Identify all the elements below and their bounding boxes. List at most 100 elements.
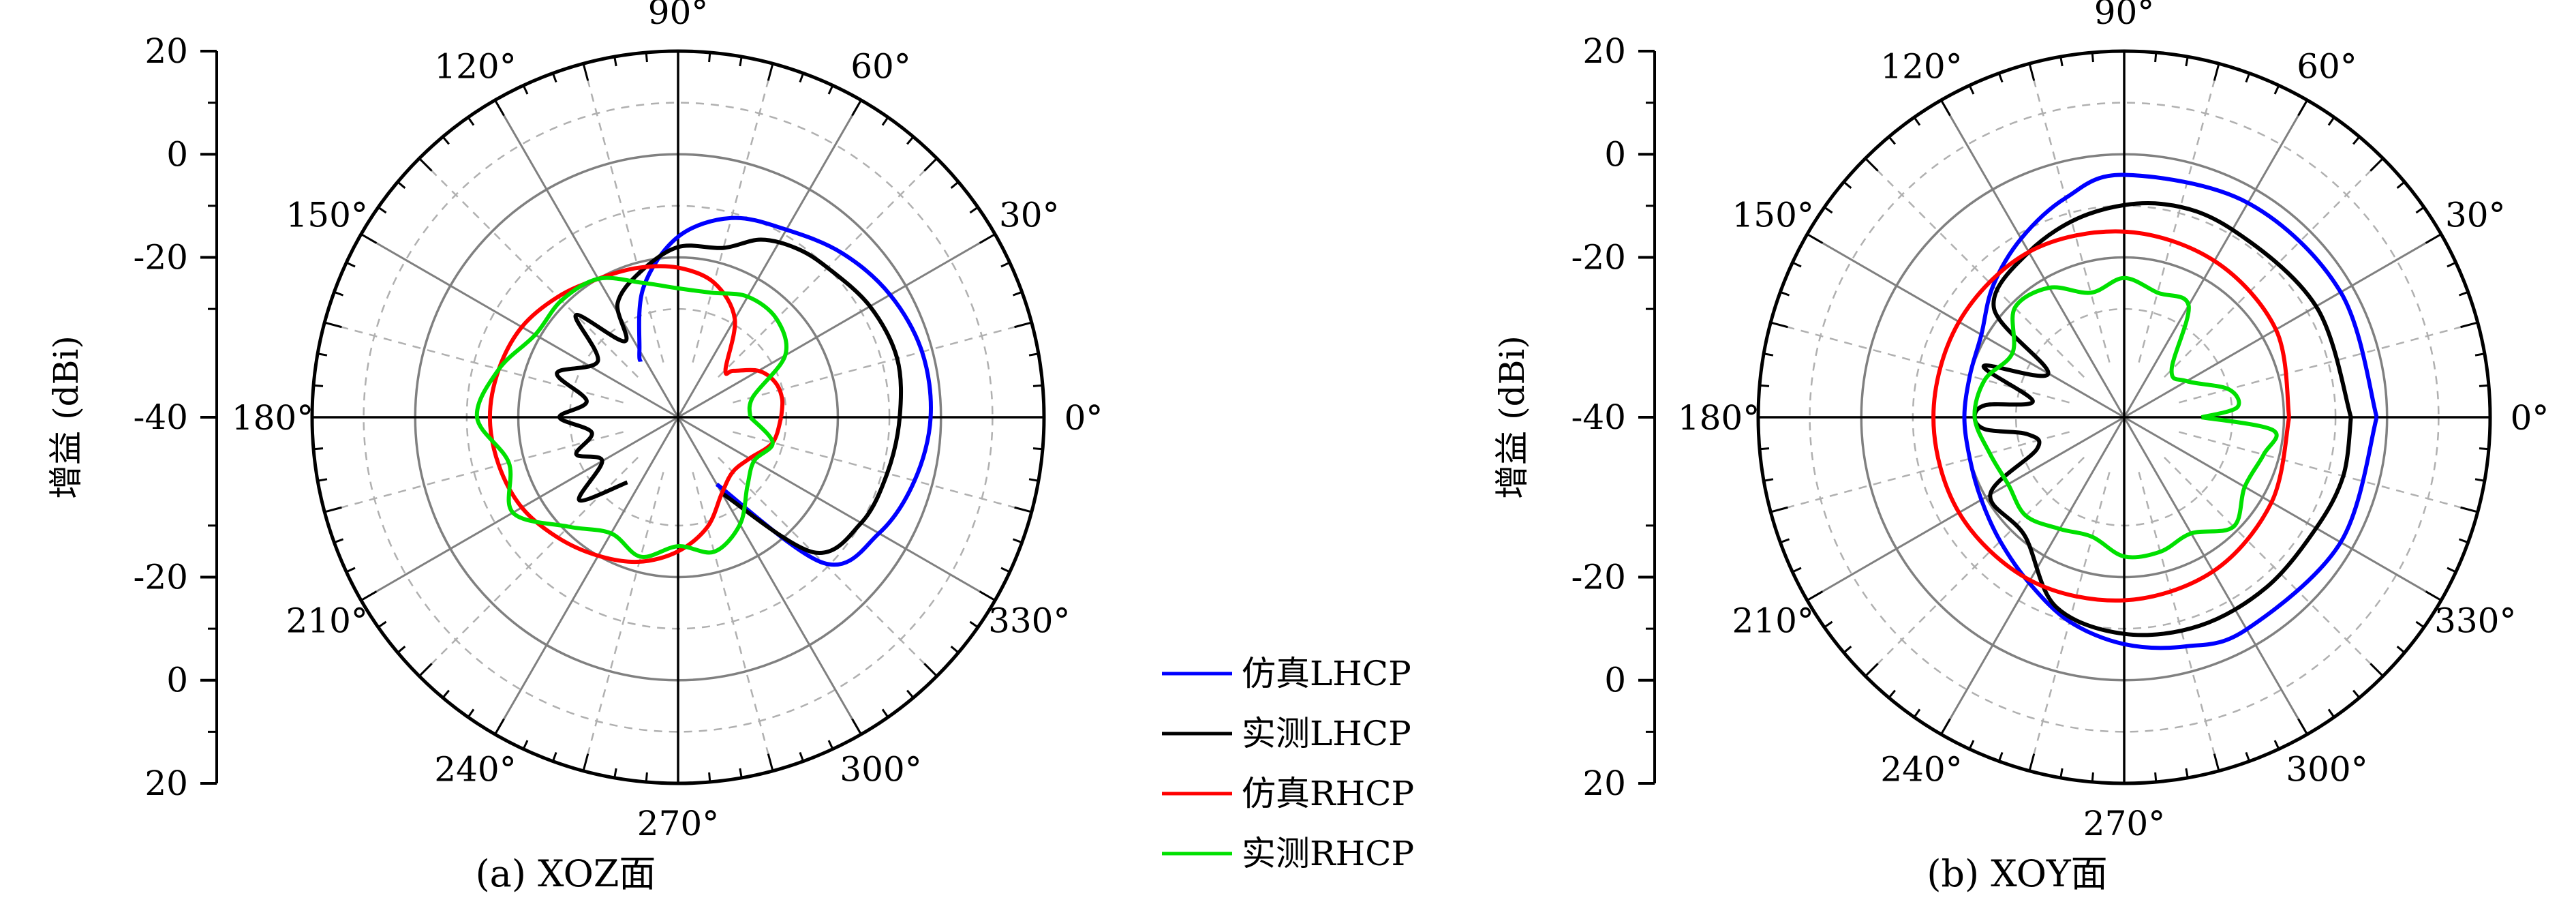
angle-tick xyxy=(950,646,960,654)
radial-tick-label: 0 xyxy=(166,661,188,700)
angle-tick xyxy=(708,772,711,783)
angle-tick xyxy=(2245,72,2251,83)
radial-tick-label: 20 xyxy=(1582,31,1626,71)
angle-tick xyxy=(333,538,344,544)
angle-tick xyxy=(1000,261,1011,268)
minor-spoke xyxy=(717,456,938,677)
legend-label-meas-lhcp: 实测LHCP xyxy=(1242,714,1411,753)
meas-lhcp-curve xyxy=(1972,201,2353,637)
angle-tick xyxy=(969,206,979,214)
minor-spoke xyxy=(2163,157,2384,378)
angle-tick xyxy=(2091,52,2094,63)
major-spoke xyxy=(2123,416,2442,601)
major-spoke xyxy=(494,100,679,418)
angle-tick xyxy=(2059,56,2064,67)
angle-tick xyxy=(361,233,378,244)
angle-tick xyxy=(2370,663,2384,677)
major-spoke xyxy=(677,416,996,601)
meas-lhcp-curve xyxy=(555,237,904,555)
angle-tick xyxy=(467,117,475,126)
meas-rhcp-curve xyxy=(474,275,788,559)
angle-tick xyxy=(613,56,617,67)
angle-tick xyxy=(2447,567,2457,573)
angle-tick xyxy=(1028,478,1039,482)
legend-label-meas-rhcp: 实测RHCP xyxy=(1242,834,1414,873)
angle-tick xyxy=(1807,590,1824,601)
radial-tick-label: 0 xyxy=(166,134,188,174)
angle-tick xyxy=(851,100,862,117)
minor-spoke xyxy=(692,63,774,363)
angle-tick xyxy=(2185,56,2189,67)
angle-tick xyxy=(1012,290,1023,297)
minor-spoke xyxy=(418,157,639,378)
angle-tick xyxy=(645,772,648,783)
angle-tick xyxy=(1014,321,1032,329)
angle-tick xyxy=(1968,85,1975,95)
angle-tick xyxy=(1759,384,1770,387)
angle-tick xyxy=(397,181,406,189)
angle-tick xyxy=(397,646,406,654)
angle-tick xyxy=(1807,233,1824,244)
angle-tick xyxy=(1012,538,1023,544)
minor-spoke xyxy=(1770,431,2070,513)
radial-tick-label: 0 xyxy=(1604,661,1626,700)
angle-tick xyxy=(2415,206,2425,214)
radial-tick-label: -20 xyxy=(1571,557,1626,597)
angle-tick xyxy=(1913,708,1921,718)
minor-spoke xyxy=(2163,456,2384,677)
angle-tick xyxy=(2273,85,2280,95)
angle-tick xyxy=(767,753,774,772)
meas-rhcp-curve xyxy=(1972,275,2279,560)
angle-label: 60° xyxy=(2297,47,2357,87)
angle-tick xyxy=(1940,718,1951,735)
angle-tick xyxy=(1843,181,1852,189)
angle-tick xyxy=(2458,290,2469,297)
angle-tick xyxy=(1940,100,1951,117)
angle-tick xyxy=(767,63,774,81)
angle-label: 60° xyxy=(850,47,911,87)
angle-tick xyxy=(2415,620,2425,629)
major-spoke xyxy=(1807,416,2125,601)
angle-tick xyxy=(2297,718,2308,735)
angle-tick xyxy=(881,117,889,126)
angle-tick xyxy=(551,751,557,762)
angle-label: 330° xyxy=(2434,601,2516,641)
minor-spoke xyxy=(2179,431,2479,513)
angle-tick xyxy=(2273,740,2280,750)
angle-tick xyxy=(442,136,450,145)
major-spoke xyxy=(1940,100,2126,418)
angle-tick xyxy=(2213,63,2220,81)
angle-tick xyxy=(317,478,328,482)
angle-label: 270° xyxy=(637,804,719,843)
major-spoke xyxy=(677,100,862,418)
major-spoke xyxy=(361,416,679,601)
angle-label: 330° xyxy=(988,601,1070,641)
major-spoke xyxy=(2123,233,2442,419)
angle-tick xyxy=(827,85,834,95)
angle-tick xyxy=(2245,751,2251,762)
angle-tick xyxy=(1792,261,1802,268)
angle-tick xyxy=(551,72,557,83)
minor-spoke xyxy=(2138,63,2220,363)
radial-tick-label: -40 xyxy=(1571,397,1626,437)
angle-tick xyxy=(2213,753,2220,772)
angle-tick xyxy=(1997,751,2004,762)
angle-label: 300° xyxy=(2286,749,2367,789)
angle-tick xyxy=(799,751,805,762)
angle-tick xyxy=(317,352,328,357)
minor-spoke xyxy=(2138,472,2220,772)
minor-spoke xyxy=(582,63,664,363)
angle-tick xyxy=(1824,620,1833,629)
angle-tick xyxy=(1763,352,1774,357)
angle-tick xyxy=(851,718,862,735)
angle-tick xyxy=(1865,663,1879,677)
minor-spoke xyxy=(1770,321,2070,404)
angle-tick xyxy=(799,72,805,83)
major-spoke xyxy=(2123,417,2308,735)
radial-tick-label: -20 xyxy=(133,557,188,597)
angle-label: 180° xyxy=(232,398,313,438)
angle-tick xyxy=(2370,157,2384,172)
angle-tick xyxy=(979,233,996,244)
angle-tick xyxy=(2352,136,2361,145)
